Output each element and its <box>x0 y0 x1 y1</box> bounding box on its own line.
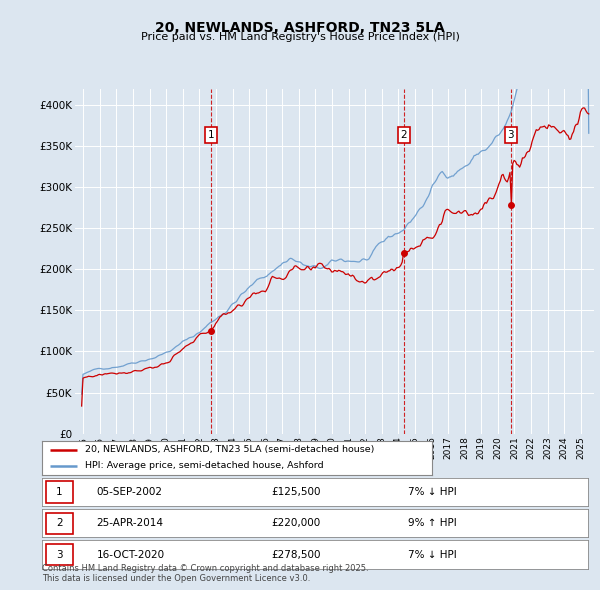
Text: 20, NEWLANDS, ASHFORD, TN23 5LA (semi-detached house): 20, NEWLANDS, ASHFORD, TN23 5LA (semi-de… <box>85 445 374 454</box>
Text: 16-OCT-2020: 16-OCT-2020 <box>97 550 165 559</box>
FancyBboxPatch shape <box>46 544 73 565</box>
Text: Price paid vs. HM Land Registry's House Price Index (HPI): Price paid vs. HM Land Registry's House … <box>140 32 460 42</box>
Text: 2: 2 <box>56 519 63 528</box>
Text: £278,500: £278,500 <box>271 550 321 559</box>
FancyBboxPatch shape <box>46 513 73 534</box>
Text: HPI: Average price, semi-detached house, Ashford: HPI: Average price, semi-detached house,… <box>85 461 323 470</box>
FancyBboxPatch shape <box>46 481 73 503</box>
Text: 7% ↓ HPI: 7% ↓ HPI <box>408 487 457 497</box>
Text: Contains HM Land Registry data © Crown copyright and database right 2025.
This d: Contains HM Land Registry data © Crown c… <box>42 563 368 583</box>
Text: 1: 1 <box>208 130 214 140</box>
Text: £220,000: £220,000 <box>271 519 320 528</box>
Text: 9% ↑ HPI: 9% ↑ HPI <box>408 519 457 528</box>
Text: 3: 3 <box>56 550 63 559</box>
Text: 7% ↓ HPI: 7% ↓ HPI <box>408 550 457 559</box>
Text: 25-APR-2014: 25-APR-2014 <box>97 519 164 528</box>
Text: 05-SEP-2002: 05-SEP-2002 <box>97 487 163 497</box>
Text: 1: 1 <box>56 487 63 497</box>
Text: £125,500: £125,500 <box>271 487 321 497</box>
Text: 2: 2 <box>400 130 407 140</box>
Text: 20, NEWLANDS, ASHFORD, TN23 5LA: 20, NEWLANDS, ASHFORD, TN23 5LA <box>155 21 445 35</box>
Text: 3: 3 <box>508 130 514 140</box>
